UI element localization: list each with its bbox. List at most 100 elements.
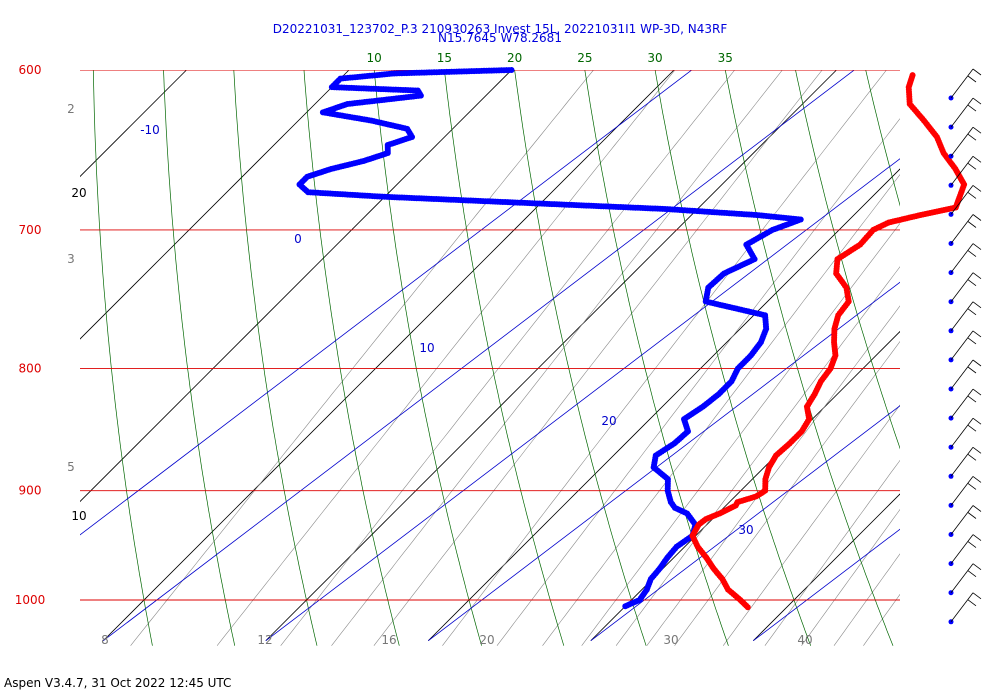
mixing-ratio-line	[581, 222, 900, 646]
wind-barb-flag	[972, 214, 982, 221]
wind-barb	[948, 243, 982, 276]
footer-version: Aspen V3.4.7, 31 Oct 2022 12:45 UTC	[4, 676, 232, 690]
wind-barb-flag	[972, 476, 982, 483]
wind-barb-flag	[972, 563, 982, 571]
dry-adiabat-line	[584, 70, 729, 646]
dry-adiabat-line	[795, 70, 900, 450]
isotherm-line	[80, 70, 350, 340]
wind-barb-staff	[950, 592, 974, 623]
mixing-ratio-line	[331, 70, 783, 646]
mixing-ratio-line	[863, 593, 900, 646]
sat-adiabat-label: 20	[601, 414, 616, 428]
dry-adiabat-label: 30	[647, 51, 662, 65]
wind-barb-staff	[950, 505, 974, 535]
dry-adiabat-line	[514, 70, 647, 646]
isotherm-label: 20	[71, 186, 86, 200]
wind-barb-flag	[967, 453, 977, 461]
wind-barb-flag	[967, 512, 977, 519]
wind-barb-flag	[972, 417, 982, 425]
mixing-ratio-label: 3	[67, 252, 75, 266]
wind-barb-flag	[972, 388, 982, 396]
mixing-ratio-line	[280, 70, 735, 646]
pressure-label: 700	[19, 223, 42, 237]
wind-barb-staff	[950, 126, 974, 157]
dry-adiabat-label: 35	[718, 51, 733, 65]
wind-barb-flag	[967, 279, 977, 287]
dry-adiabat-line	[92, 70, 153, 646]
saturated-adiabat-line	[103, 70, 855, 642]
dry-adiabat-label: 15	[437, 51, 452, 65]
dry-adiabat-label: 20	[507, 51, 522, 65]
wind-barb	[948, 417, 982, 450]
wind-barb-flag	[972, 97, 982, 105]
wind-barb	[948, 446, 982, 479]
sat-adiabat-label: 30	[738, 523, 753, 537]
wind-barb	[948, 476, 982, 508]
mixing-ratio-label: 30	[663, 633, 678, 647]
mixing-ratio-label: 2	[67, 102, 75, 116]
isotherm-line	[428, 168, 900, 641]
wind-barb-flag	[967, 424, 977, 432]
saturated-adiabat-line	[265, 158, 900, 642]
wind-barb	[948, 592, 982, 625]
wind-barb-flag	[967, 570, 977, 578]
dry-adiabat-line	[865, 70, 900, 207]
wind-barb-flag	[967, 75, 977, 83]
wind-barb-flag	[972, 534, 982, 541]
mixing-ratio-line	[764, 459, 900, 646]
mixing-ratio-line	[801, 508, 900, 646]
wind-barb-staff	[950, 330, 974, 361]
mixing-ratio-label: 40	[797, 633, 812, 647]
mixing-ratio-line	[833, 553, 900, 646]
wind-barb-staff	[950, 214, 974, 244]
mixing-ratio-label: 12	[257, 633, 272, 647]
mixing-ratio-line	[646, 305, 900, 646]
sat-adiabat-label: 10	[419, 341, 434, 355]
wind-barb	[948, 388, 982, 421]
saturated-adiabat-line	[428, 281, 900, 642]
wind-barb-flag	[972, 68, 982, 76]
saturated-adiabat-line	[80, 70, 693, 536]
wind-barb-staff	[950, 534, 974, 564]
saturated-adiabat-line	[916, 0, 1000, 641]
wind-barb-staff	[950, 359, 974, 390]
mixing-ratio-line	[130, 70, 594, 646]
wind-barb-flag	[972, 592, 982, 600]
wind-barb-flag	[972, 330, 982, 338]
wind-barb-flag	[967, 483, 977, 490]
wind-barb	[948, 214, 982, 246]
isotherm-label: 10	[71, 509, 86, 523]
dry-adiabat-label: 10	[367, 51, 382, 65]
wind-barb-flag	[972, 185, 982, 192]
isotherm-line	[590, 330, 900, 641]
wind-barb-staff	[950, 156, 974, 186]
mixing-ratio-label: 8	[101, 633, 109, 647]
mixing-ratio-line	[373, 70, 823, 646]
pressure-label: 600	[19, 63, 42, 77]
wind-barb-staff	[950, 563, 974, 593]
wind-barb-staff	[950, 185, 974, 215]
wind-barb	[948, 534, 982, 567]
mixing-ratio-label: 16	[381, 633, 396, 647]
mixing-ratio-line	[615, 266, 900, 646]
isotherm-line	[80, 70, 512, 503]
wind-barb-staff	[950, 243, 974, 273]
wind-barb-staff	[950, 417, 974, 448]
pressure-label: 1000	[15, 593, 46, 607]
dry-adiabat-line	[654, 70, 812, 646]
mixing-ratio-line	[722, 404, 900, 646]
wind-barb-flag	[967, 104, 977, 112]
isotherm-line	[753, 493, 900, 641]
isotherm-line	[0, 70, 24, 641]
saturated-adiabat-line	[590, 405, 900, 642]
wind-barb	[948, 155, 982, 188]
wind-barb-flag	[972, 272, 982, 280]
mixing-ratio-line	[496, 118, 900, 646]
mixing-ratio-line	[442, 70, 887, 646]
dry-adiabat-line	[373, 70, 482, 646]
chart-subtitle: N15.7645 W78.2681	[438, 31, 562, 45]
pressure-label: 800	[19, 361, 42, 375]
wind-barb-flag	[967, 162, 977, 170]
wind-barb-flag	[972, 155, 982, 163]
wind-barb-staff	[950, 447, 974, 477]
